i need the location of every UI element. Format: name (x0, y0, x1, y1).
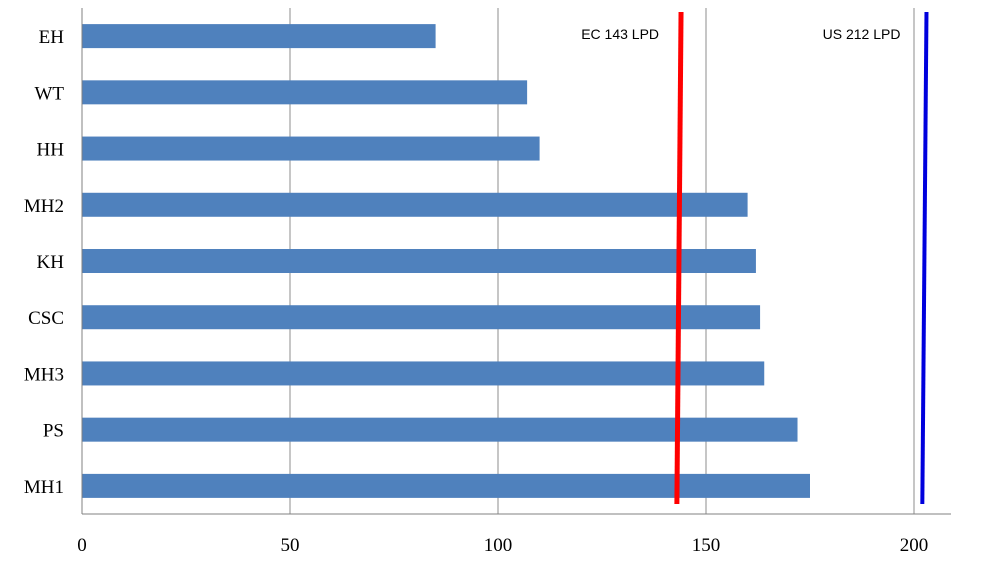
bar-mh3 (82, 361, 765, 386)
category-label-mh2: MH2 (24, 196, 64, 217)
bar-wt (82, 80, 528, 105)
category-label-ps: PS (43, 421, 64, 442)
x-tick-label-200: 200 (900, 535, 929, 556)
reference-label-2: US 212 LPD (823, 26, 901, 42)
reference-line-2 (920, 11, 929, 505)
category-label-kh: KH (37, 252, 65, 273)
bar-hh (82, 136, 540, 161)
category-label-mh3: MH3 (24, 364, 64, 385)
x-tick-labels: 0 50 100 150 200 (77, 535, 928, 556)
bar-mh1 (82, 473, 810, 498)
bar-csc (82, 305, 761, 330)
bar-ps (82, 417, 798, 442)
x-tick-label-50: 50 (281, 535, 300, 556)
reference-line-1 (674, 11, 684, 505)
x-tick-label-0: 0 (77, 535, 87, 556)
reference-label-1: EC 143 LPD (581, 26, 659, 42)
x-tick-label-100: 100 (484, 535, 513, 556)
bar-eh (82, 24, 436, 49)
category-label-hh: HH (37, 140, 65, 161)
bars (82, 24, 810, 498)
category-label-eh: EH (39, 27, 65, 48)
category-label-csc: CSC (28, 308, 64, 329)
reference-lines: EC 143 LPD US 212 LPD (581, 11, 929, 505)
category-label-wt: WT (34, 83, 64, 104)
bar-kh (82, 249, 756, 273)
bar-mh2 (82, 192, 748, 217)
category-labels: EH WT HH MH2 KH CSC MH3 PS MH1 (24, 27, 65, 498)
category-label-mh1: MH1 (24, 477, 64, 498)
x-tick-label-150: 150 (692, 535, 721, 556)
